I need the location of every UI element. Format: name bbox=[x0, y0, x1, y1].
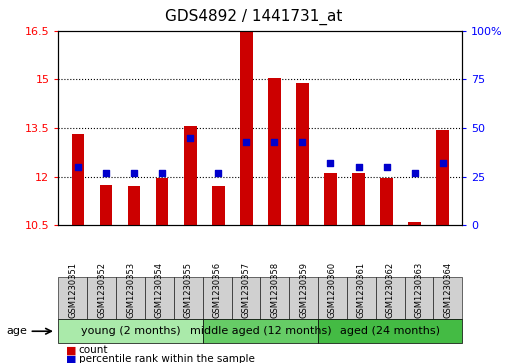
Text: GSM1230361: GSM1230361 bbox=[357, 262, 366, 318]
Text: GSM1230353: GSM1230353 bbox=[126, 262, 135, 318]
Point bbox=[270, 139, 278, 144]
Text: percentile rank within the sample: percentile rank within the sample bbox=[79, 354, 255, 363]
Bar bbox=[156, 178, 169, 225]
Bar bbox=[408, 222, 421, 225]
Bar bbox=[212, 185, 225, 225]
Point bbox=[410, 170, 419, 176]
Bar bbox=[100, 185, 112, 225]
Text: ■: ■ bbox=[66, 345, 77, 355]
Text: GSM1230354: GSM1230354 bbox=[155, 262, 164, 318]
Point bbox=[74, 164, 82, 170]
Text: ■: ■ bbox=[66, 354, 77, 363]
Point bbox=[214, 170, 223, 176]
Bar bbox=[324, 173, 337, 225]
Point bbox=[102, 170, 110, 176]
Text: aged (24 months): aged (24 months) bbox=[340, 326, 440, 336]
Bar bbox=[268, 78, 281, 225]
Text: age: age bbox=[6, 326, 27, 336]
Text: count: count bbox=[79, 345, 108, 355]
Point bbox=[298, 139, 306, 144]
Text: GSM1230360: GSM1230360 bbox=[328, 262, 337, 318]
Point bbox=[130, 170, 138, 176]
Bar bbox=[352, 173, 365, 225]
Text: GSM1230357: GSM1230357 bbox=[241, 262, 250, 318]
Bar bbox=[72, 134, 84, 225]
Text: middle aged (12 months): middle aged (12 months) bbox=[189, 326, 331, 336]
Text: GSM1230362: GSM1230362 bbox=[386, 262, 395, 318]
Text: GSM1230364: GSM1230364 bbox=[443, 262, 452, 318]
Text: GDS4892 / 1441731_at: GDS4892 / 1441731_at bbox=[165, 9, 343, 25]
Bar bbox=[380, 178, 393, 225]
Text: young (2 months): young (2 months) bbox=[81, 326, 180, 336]
Text: GSM1230352: GSM1230352 bbox=[97, 262, 106, 318]
Point bbox=[355, 164, 363, 170]
Bar bbox=[436, 130, 449, 225]
Text: GSM1230351: GSM1230351 bbox=[69, 262, 77, 318]
Text: GSM1230358: GSM1230358 bbox=[270, 262, 279, 318]
Bar bbox=[128, 185, 140, 225]
Text: GSM1230363: GSM1230363 bbox=[415, 262, 424, 318]
Text: GSM1230356: GSM1230356 bbox=[212, 262, 221, 318]
Point bbox=[383, 164, 391, 170]
Text: GSM1230355: GSM1230355 bbox=[184, 262, 193, 318]
Point bbox=[186, 135, 194, 140]
Point bbox=[438, 160, 447, 166]
Point bbox=[327, 160, 335, 166]
Text: GSM1230359: GSM1230359 bbox=[299, 262, 308, 318]
Point bbox=[158, 170, 166, 176]
Point bbox=[242, 139, 250, 144]
Bar bbox=[296, 83, 309, 225]
Bar bbox=[240, 32, 252, 225]
Bar bbox=[184, 126, 197, 225]
